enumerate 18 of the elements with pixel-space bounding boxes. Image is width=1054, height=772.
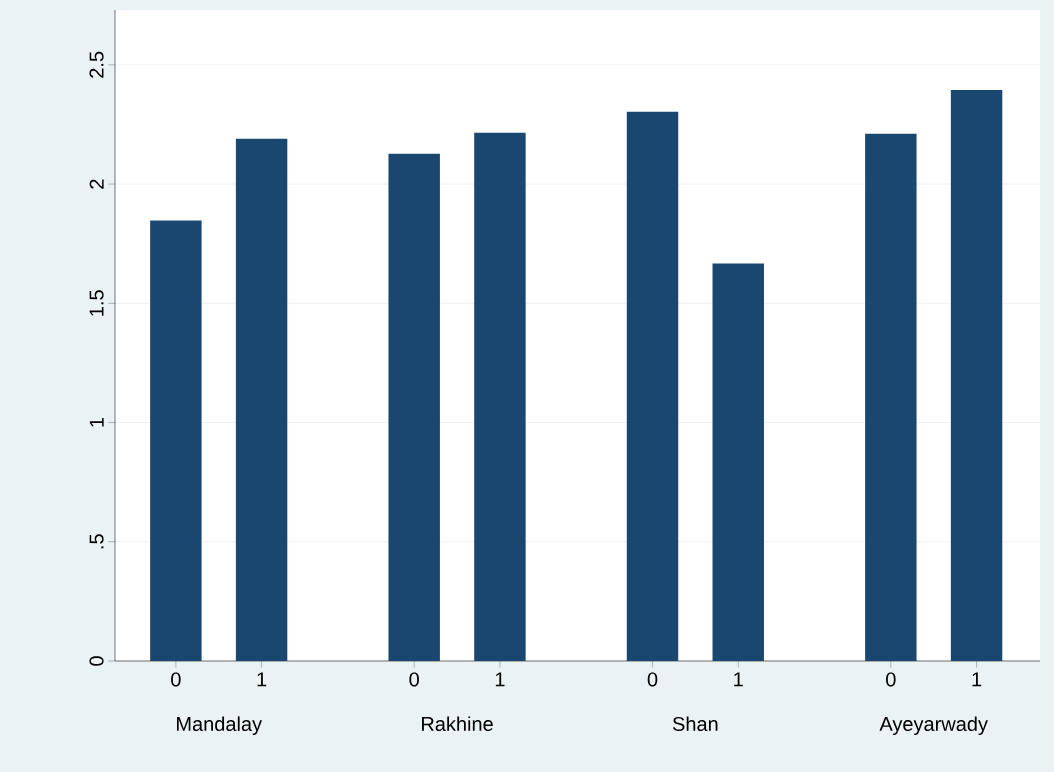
x-tick-label: 1 xyxy=(972,672,982,687)
y-tick-label: 1 xyxy=(89,417,104,427)
y-tick-label: 0 xyxy=(89,656,104,666)
y-tick-label: 2.5 xyxy=(89,51,104,78)
x-tick-label: 1 xyxy=(495,672,505,687)
text: Ayeyarwady xyxy=(879,716,988,736)
x-tick-label: 0 xyxy=(409,672,419,687)
y-tick-label: 2 xyxy=(89,179,104,189)
x-tick-label: 0 xyxy=(171,672,181,687)
text: Rakhine xyxy=(422,716,493,732)
y-tick-label: 1.5 xyxy=(89,290,104,316)
text: Mandalay xyxy=(177,716,263,736)
y-tick-label: .5 xyxy=(89,534,104,549)
x-tick-label: 1 xyxy=(734,672,743,687)
x-tick-label: 0 xyxy=(886,672,896,687)
text: Shan xyxy=(672,716,718,732)
x-tick-label: 0 xyxy=(647,672,658,687)
x-tick-label: 1 xyxy=(257,672,267,687)
